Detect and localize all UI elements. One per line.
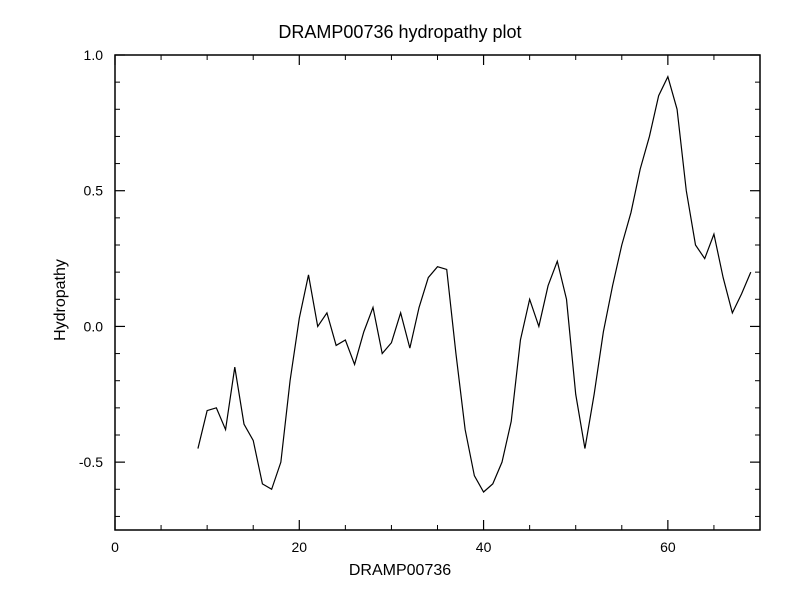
- svg-text:0.5: 0.5: [84, 183, 104, 199]
- svg-text:0: 0: [111, 539, 119, 555]
- svg-text:-0.5: -0.5: [79, 454, 103, 470]
- svg-text:0.0: 0.0: [84, 318, 104, 334]
- svg-text:60: 60: [660, 539, 676, 555]
- svg-text:1.0: 1.0: [84, 47, 104, 63]
- svg-text:20: 20: [291, 539, 307, 555]
- chart-container: DRAMP00736 hydropathy plot Hydropathy DR…: [0, 0, 800, 600]
- chart-svg: 0 20 40 60 -0.5 0.0 0.5 1.0: [0, 0, 800, 600]
- svg-text:40: 40: [476, 539, 492, 555]
